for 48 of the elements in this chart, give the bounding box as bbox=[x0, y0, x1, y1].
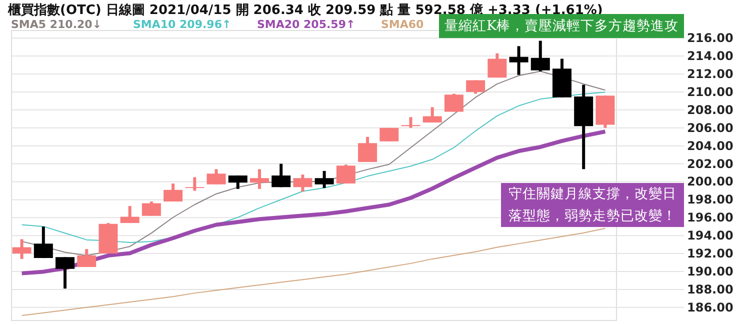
y-tick-label: 192.00 bbox=[687, 246, 734, 261]
text: SMA10 209.96↑ bbox=[133, 18, 232, 31]
y-tick-label: 190.00 bbox=[687, 264, 734, 279]
y-tick-label: 194.00 bbox=[687, 228, 734, 243]
line-series bbox=[20, 130, 608, 276]
candlestick bbox=[56, 257, 75, 289]
candlestick bbox=[358, 136, 378, 162]
text: SMA60 bbox=[381, 18, 424, 31]
candlestick bbox=[12, 239, 32, 259]
annotation: 量縮紅K棒，賣壓減輕下多方趨勢進攻 bbox=[444, 18, 679, 34]
annotation: 守住關鍵月線支撐，改變日落型態，弱勢走勢已改變！ bbox=[508, 186, 676, 224]
y-tick-label: 204.00 bbox=[687, 138, 734, 153]
candlestick bbox=[250, 169, 269, 189]
y-tick-label: 216.00 bbox=[687, 31, 734, 46]
y-tick-label: 214.00 bbox=[687, 49, 734, 64]
candlestick bbox=[336, 164, 356, 184]
candlestick bbox=[422, 107, 442, 122]
line-series bbox=[21, 228, 606, 316]
candlestick bbox=[77, 249, 96, 268]
candlestick bbox=[228, 175, 248, 189]
candlestick bbox=[142, 201, 161, 216]
candlestick bbox=[530, 40, 550, 72]
candlestick bbox=[488, 53, 507, 78]
candlestick bbox=[444, 94, 464, 112]
candlestick bbox=[380, 128, 399, 142]
candlestick bbox=[401, 117, 420, 128]
candlestick bbox=[272, 164, 291, 188]
text: SMA5 210.20↓ bbox=[11, 18, 102, 31]
candlestick bbox=[185, 177, 204, 191]
candlestick bbox=[120, 206, 140, 224]
y-tick-label: 212.00 bbox=[687, 66, 734, 81]
y-tick-label: 210.00 bbox=[687, 84, 734, 99]
candlestick bbox=[466, 80, 486, 94]
y-tick-label: 208.00 bbox=[687, 102, 734, 117]
candlestick bbox=[34, 226, 53, 258]
candlestick bbox=[314, 170, 334, 188]
candlestick bbox=[509, 46, 528, 75]
y-tick-label: 198.00 bbox=[687, 192, 734, 207]
y-tick-label: 186.00 bbox=[687, 300, 734, 314]
y-tick-label: 196.00 bbox=[687, 210, 734, 225]
y-tick-label: 200.00 bbox=[687, 174, 734, 189]
candlestick bbox=[164, 184, 183, 202]
candlestick bbox=[206, 169, 226, 184]
text: SMA20 205.59↑ bbox=[257, 18, 356, 31]
y-tick-label: 188.00 bbox=[687, 282, 734, 296]
y-tick-label: 206.00 bbox=[687, 120, 734, 135]
y-tick-label: 202.00 bbox=[687, 156, 734, 171]
candlestick bbox=[293, 174, 312, 192]
